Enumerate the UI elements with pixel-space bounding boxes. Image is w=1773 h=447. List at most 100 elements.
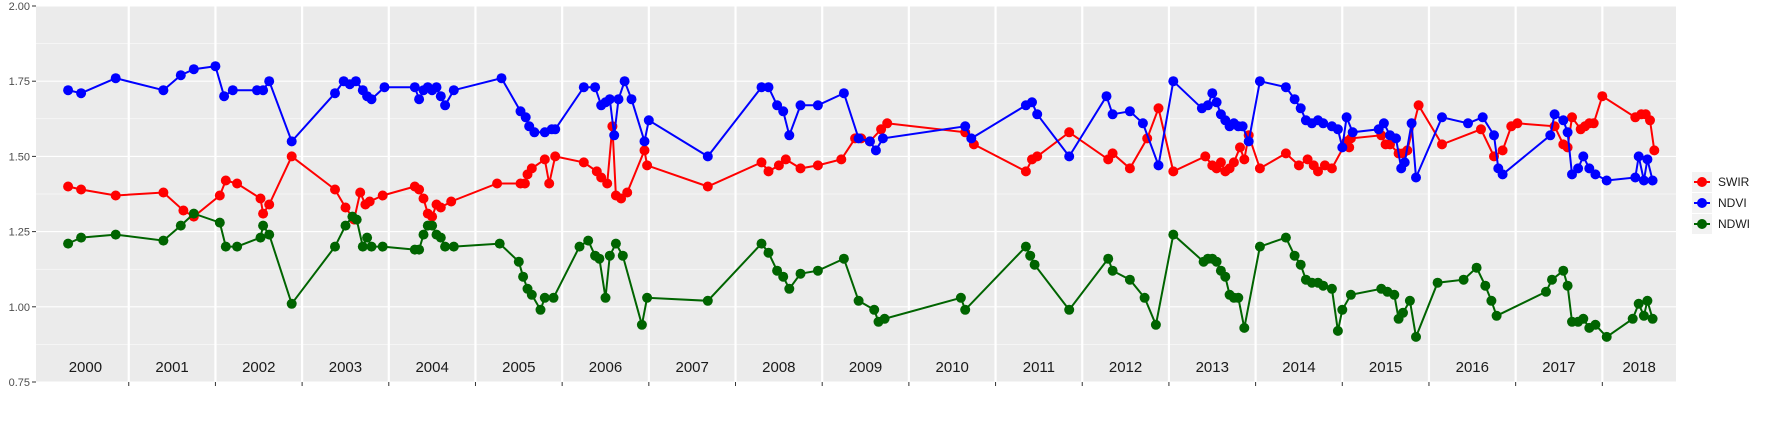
point-ndvi [1254,76,1265,87]
point-ndwi [756,238,767,249]
point-ndvi [1168,76,1179,87]
point-ndvi [63,85,74,96]
point-ndvi [1567,169,1577,180]
point-ndwi [960,304,971,315]
point-swir [795,163,806,174]
point-ndwi [778,271,789,282]
point-ndvi [590,82,601,93]
point-ndvi [409,82,420,93]
year-label: 2004 [415,359,448,376]
point-ndwi [220,241,231,252]
point-ndvi [330,88,340,99]
point-ndwi [518,271,529,282]
point-ndvi [496,73,507,84]
year-label: 2001 [155,359,188,376]
point-ndvi [778,106,789,117]
point-ndvi [158,85,169,96]
point-ndwi [188,208,199,219]
point-swir [1476,124,1486,135]
point-ndvi [219,91,230,102]
point-ndvi [188,64,199,75]
point-ndvi [1137,118,1148,129]
point-swir [1228,157,1239,168]
point-ndvi [1237,121,1248,132]
point-ndwi [427,220,438,231]
point-ndvi [258,85,269,96]
point-ndwi [1590,319,1601,330]
point-swir [602,178,613,189]
point-swir [435,202,446,213]
point-swir [550,151,561,162]
point-ndvi [626,94,637,105]
point-swir [616,193,627,204]
point-ndwi [264,229,275,240]
point-ndvi [1347,127,1358,138]
y-tick-label: 2.00 [9,1,30,13]
year-label: 2009 [849,359,882,376]
point-ndwi [418,229,429,240]
point-ndwi [110,229,121,240]
point-ndvi [264,76,275,87]
point-ndvi [1399,157,1410,168]
point-ndwi [1020,241,1031,252]
point-ndwi [784,283,795,294]
point-ndwi [255,232,266,243]
point-ndvi [1207,88,1218,99]
point-ndvi [1289,94,1300,105]
point-ndwi [617,250,628,261]
point-swir [158,187,169,198]
point-ndvi [1573,163,1584,174]
point-ndvi [529,127,540,138]
point-ndwi [1458,274,1469,285]
point-swir [355,187,366,198]
point-swir [330,184,340,195]
point-swir [1020,166,1031,177]
point-swir [1064,127,1075,138]
point-ndwi [636,319,647,330]
point-ndvi [1477,112,1488,123]
year-label: 2006 [589,359,622,376]
point-swir [1280,148,1291,159]
point-swir [492,178,503,189]
point-swir [1302,154,1313,165]
point-ndvi [756,82,767,93]
point-ndwi [1547,274,1557,285]
point-ndvi [870,145,881,156]
point-ndvi [1318,118,1329,129]
point-ndvi [772,100,783,111]
legend-marker-swir [1697,177,1707,187]
point-ndvi [795,100,806,111]
point-ndwi [610,238,621,249]
point-ndwi [1491,310,1502,321]
point-swir [756,157,767,168]
point-ndvi [431,82,442,93]
point-swir [1200,151,1211,162]
year-label: 2011 [1023,359,1055,376]
point-ndvi [1202,100,1213,111]
point-swir [544,178,555,189]
point-ndvi [1642,154,1653,165]
point-swir [578,157,589,168]
point-ndvi [1124,106,1135,117]
point-ndvi [1243,136,1254,147]
point-ndvi [440,100,451,111]
point-ndvi [1153,160,1164,171]
point-ndwi [1295,259,1306,270]
point-ndvi [1590,169,1601,180]
year-label: 2014 [1282,359,1315,376]
point-swir [1239,154,1250,165]
y-tick-label: 0.75 [9,377,30,389]
point-swir [1153,103,1164,114]
point-swir [1254,163,1265,174]
point-ndvi [604,94,615,105]
year-label: 2000 [69,359,102,376]
year-label: 2005 [502,359,535,376]
point-swir [642,160,653,171]
point-swir [1512,118,1523,129]
point-ndwi [1107,265,1118,276]
point-ndwi [1025,250,1036,261]
point-ndwi [526,289,537,300]
point-ndwi [1389,289,1400,300]
point-ndwi [1332,325,1343,336]
point-swir [1215,157,1226,168]
